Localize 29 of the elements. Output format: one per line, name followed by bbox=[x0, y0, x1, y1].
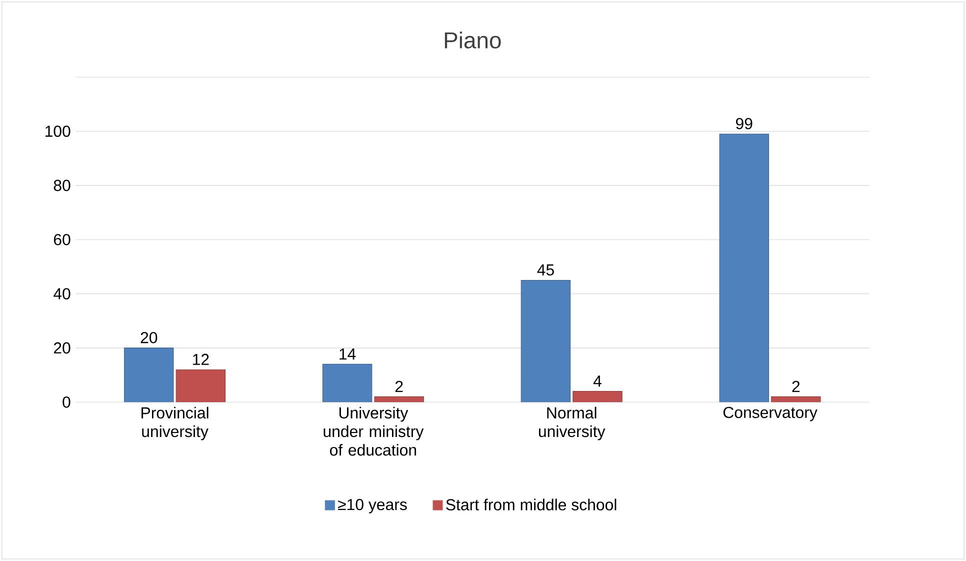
bar bbox=[124, 348, 174, 402]
legend-label: ≥10 years bbox=[338, 498, 407, 514]
data-label: 2 bbox=[395, 380, 403, 392]
data-label: 20 bbox=[140, 332, 158, 344]
y-tick-label: 60 bbox=[54, 234, 70, 246]
data-label: 4 bbox=[593, 376, 602, 387]
x-tick-label: Conservatory bbox=[723, 406, 818, 422]
chart-title: Piano bbox=[444, 32, 501, 49]
data-label: 99 bbox=[736, 118, 752, 130]
data-label: 12 bbox=[193, 354, 209, 365]
bar bbox=[322, 364, 372, 402]
legend-label: Start from middle school bbox=[446, 498, 616, 510]
x-tick-label: Provincial university bbox=[142, 406, 208, 440]
y-tick-label: 20 bbox=[54, 342, 70, 354]
x-tick-label: Normal university bbox=[539, 406, 606, 440]
bar bbox=[374, 396, 424, 402]
y-tick-label: 100 bbox=[46, 126, 70, 137]
data-label: 45 bbox=[537, 264, 554, 276]
bar bbox=[176, 369, 226, 402]
bar bbox=[520, 280, 571, 402]
bar bbox=[719, 134, 769, 402]
y-tick-label: 80 bbox=[54, 180, 70, 192]
bar bbox=[771, 396, 821, 402]
y-tick-label: 40 bbox=[54, 288, 70, 300]
x-tick-label: University under ministry of education bbox=[324, 406, 424, 456]
y-tick-label: 0 bbox=[62, 396, 70, 408]
bar bbox=[572, 391, 622, 402]
data-label: 2 bbox=[792, 380, 800, 392]
data-label: 14 bbox=[340, 348, 356, 360]
